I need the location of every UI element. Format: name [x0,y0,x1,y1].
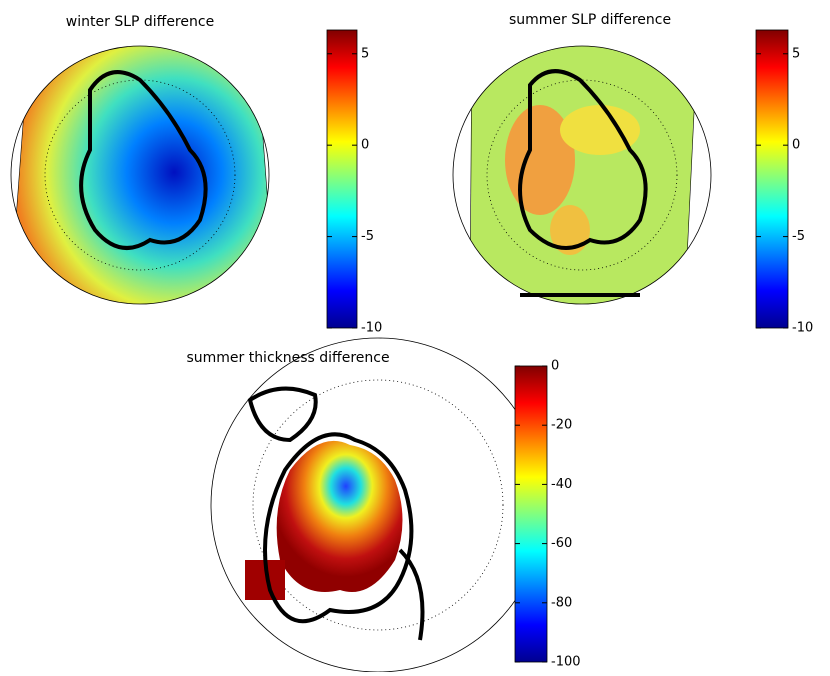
map-summer [453,24,711,306]
colorbar-tick-label: -20 [551,418,572,433]
map-thickness [211,338,545,672]
colorbar-tick-label: -100 [551,655,581,670]
colorbar-tick-label: -5 [792,229,805,244]
panel-title: summer thickness difference [186,350,389,366]
panel-title: winter SLP difference [66,14,214,30]
colorbar-tick-label: 0 [361,138,369,153]
colorbar-tick-label: -80 [551,595,572,610]
colorbar-tick-label: -5 [361,229,374,244]
colorbar [327,30,357,328]
map-winter [10,24,275,309]
colorbar [756,30,788,328]
colorbar-tick-label: 0 [792,138,800,153]
colorbar [515,366,547,662]
colorbar-tick-label: -10 [361,321,382,336]
colorbar-tick-label: -40 [551,477,572,492]
panel-title: summer SLP difference [509,12,671,28]
figure: winter SLP difference -10 -5 0 5 summer SLP d… [0,0,830,672]
colorbar-tick-label: 0 [551,359,559,374]
colorbar-tick-label: -10 [792,321,813,336]
colorbar-tick-label: 5 [792,46,800,61]
colorbar-tick-label: -60 [551,536,572,551]
colorbar-tick-label: 5 [361,46,369,61]
